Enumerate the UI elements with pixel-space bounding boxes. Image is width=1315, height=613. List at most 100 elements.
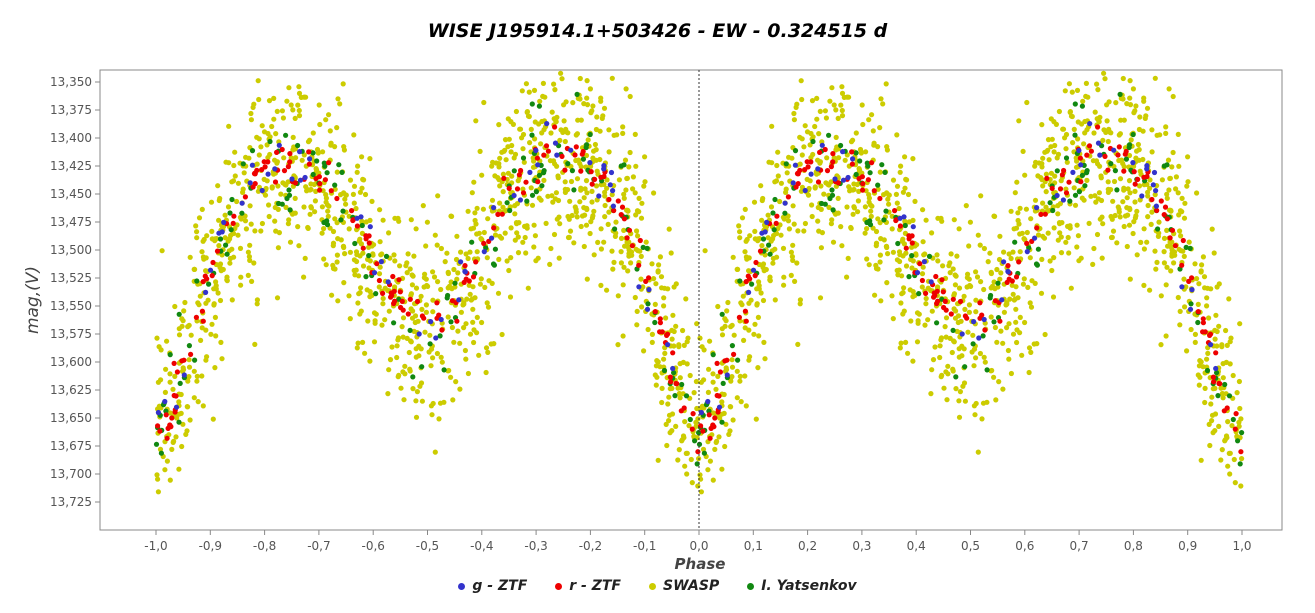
data-point [1097, 163, 1103, 169]
data-point [310, 130, 316, 136]
data-point [1008, 255, 1014, 262]
data-point [706, 366, 712, 372]
data-point [312, 209, 318, 215]
data-point [520, 146, 526, 152]
data-point [742, 249, 748, 255]
data-point [921, 259, 928, 265]
data-point [323, 199, 329, 205]
data-point [217, 297, 224, 304]
data-point [249, 148, 256, 154]
data-point [1017, 249, 1023, 255]
data-point [452, 280, 458, 286]
data-point [209, 273, 215, 279]
data-point [489, 280, 495, 286]
data-point [593, 183, 600, 189]
data-point [661, 303, 667, 309]
data-point [389, 344, 395, 350]
data-point [197, 293, 203, 299]
data-point [296, 243, 302, 249]
data-point [1136, 183, 1143, 189]
data-point [657, 329, 663, 335]
data-point [164, 338, 170, 344]
data-point [804, 159, 810, 165]
data-point [791, 117, 798, 123]
data-point [860, 187, 866, 193]
data-point [434, 300, 440, 306]
data-point [1143, 113, 1149, 119]
data-point [1141, 282, 1147, 288]
data-point [594, 197, 600, 203]
data-point [1201, 274, 1208, 280]
data-point [1153, 266, 1159, 272]
data-point [531, 158, 537, 164]
data-point [797, 301, 803, 307]
data-point [696, 441, 703, 447]
data-point [754, 302, 760, 308]
data-point [285, 221, 291, 227]
data-point [400, 315, 407, 321]
data-point [199, 373, 205, 379]
data-point [367, 217, 373, 223]
data-point [635, 248, 641, 254]
data-point [895, 272, 901, 278]
data-point [584, 190, 590, 196]
data-point [1074, 158, 1080, 164]
x-tick-label: 0,2 [798, 539, 817, 553]
data-point [340, 81, 346, 87]
data-point [274, 160, 280, 166]
data-point [360, 339, 366, 345]
data-point [970, 332, 976, 338]
data-point [1014, 327, 1020, 333]
data-point [791, 221, 797, 227]
data-point [496, 122, 502, 128]
legend-item-r-ztf: r - ZTF [555, 578, 621, 594]
data-point [1164, 191, 1170, 197]
data-point [396, 372, 402, 378]
data-point [606, 127, 612, 133]
data-point [419, 306, 425, 312]
data-point [910, 224, 916, 230]
data-point [585, 137, 591, 143]
data-point [850, 211, 856, 217]
data-point [877, 169, 883, 175]
data-point [1145, 202, 1151, 209]
data-point [1104, 118, 1110, 124]
data-point [673, 423, 679, 429]
data-point [952, 315, 959, 321]
data-point [1166, 187, 1172, 193]
data-point [1239, 456, 1245, 462]
data-point [948, 251, 954, 257]
data-point [654, 358, 660, 364]
data-point [409, 282, 415, 288]
data-point [1056, 108, 1062, 115]
data-point [199, 206, 205, 212]
data-point [992, 298, 999, 304]
data-point [346, 226, 352, 232]
data-point [1035, 232, 1042, 238]
data-point [259, 167, 265, 173]
data-point [157, 428, 163, 434]
data-point [684, 450, 690, 456]
data-point [669, 428, 675, 434]
data-point [1000, 340, 1006, 346]
data-point [164, 458, 170, 464]
data-point [572, 152, 578, 158]
data-point [434, 315, 440, 321]
data-point [778, 232, 784, 238]
data-point [573, 206, 579, 212]
data-point [556, 214, 562, 220]
data-point [1152, 248, 1158, 254]
data-point [569, 168, 576, 174]
data-point [211, 286, 217, 292]
data-point [1136, 147, 1142, 153]
data-point [873, 240, 880, 246]
data-point [1098, 173, 1104, 179]
data-point [1196, 281, 1202, 287]
data-point [376, 277, 382, 284]
data-point [354, 345, 360, 351]
data-point [520, 239, 526, 245]
data-point [720, 380, 726, 386]
data-point [596, 193, 602, 199]
data-point [276, 142, 282, 148]
data-point [559, 153, 565, 159]
